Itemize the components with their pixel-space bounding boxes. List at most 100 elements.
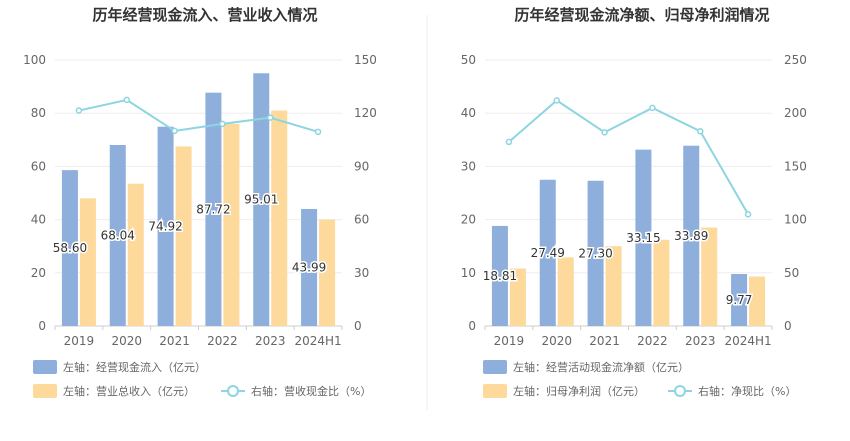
bar <box>731 274 748 326</box>
x-tick-label: 2024H1 <box>294 334 341 348</box>
data-label: 43.99 <box>292 260 326 274</box>
y-right-tick-label: 60 <box>354 213 369 227</box>
legend-swatch <box>483 384 507 398</box>
bar <box>271 110 288 326</box>
y-left-tick-label: 80 <box>31 106 46 120</box>
bar <box>605 246 622 326</box>
bar <box>749 276 766 326</box>
data-label: 9.77 <box>726 293 753 307</box>
x-tick-label: 2023 <box>685 334 716 348</box>
y-left-tick-label: 50 <box>461 53 476 67</box>
bar <box>79 198 96 326</box>
bar <box>491 225 508 326</box>
bar <box>157 126 174 326</box>
y-left-tick-label: 30 <box>461 159 476 173</box>
y-right-tick-label: 90 <box>354 159 369 173</box>
y-left-tick-label: 20 <box>461 213 476 227</box>
line-point <box>314 128 322 136</box>
line-point <box>219 120 226 128</box>
bar <box>701 227 718 326</box>
x-tick-label: 2023 <box>255 334 286 348</box>
line-point <box>123 96 130 104</box>
bar <box>301 208 318 326</box>
y-left-tick-label: 100 <box>23 53 46 67</box>
x-tick-label: 2024H1 <box>724 334 771 348</box>
legend-label: 左轴：营业总收入（亿元） <box>63 384 195 398</box>
y-right-tick-label: 50 <box>784 266 799 280</box>
x-tick-label: 2022 <box>637 334 668 348</box>
y-left-tick-label: 0 <box>468 319 476 333</box>
x-tick-label: 2020 <box>111 334 142 348</box>
x-tick-label: 2022 <box>207 334 238 348</box>
bar <box>683 145 700 326</box>
line-point <box>171 127 178 135</box>
line-point <box>744 211 752 218</box>
legend-line-marker <box>674 385 686 397</box>
bar <box>635 149 652 326</box>
y-right-tick-label: 30 <box>354 266 369 280</box>
y-right-tick-label: 250 <box>784 53 807 67</box>
data-label: 74.92 <box>148 219 182 233</box>
y-right-tick-label: 0 <box>354 319 362 333</box>
bar <box>127 183 144 326</box>
bar <box>539 179 556 326</box>
legend-swatch <box>33 384 57 398</box>
data-label: 27.49 <box>531 246 565 260</box>
legend-swatch <box>483 360 507 374</box>
bar <box>205 92 222 327</box>
y-left-tick-label: 40 <box>461 106 476 120</box>
legend-label: 右轴：营收现金比（%） <box>251 384 371 398</box>
line-point <box>697 128 704 135</box>
bar <box>587 180 604 326</box>
x-tick-label: 2021 <box>589 334 620 348</box>
y-right-tick-label: 150 <box>784 159 807 173</box>
y-right-tick-label: 120 <box>354 106 377 120</box>
legend-line-marker <box>227 385 239 397</box>
y-right-tick-label: 150 <box>354 53 377 67</box>
line-point <box>505 138 513 146</box>
bar <box>175 146 192 326</box>
y-left-tick-label: 40 <box>31 213 46 227</box>
data-label: 68.04 <box>101 229 135 243</box>
bar <box>109 145 126 326</box>
y-right-tick-label: 100 <box>784 213 807 227</box>
y-left-tick-label: 20 <box>31 266 46 280</box>
chart-title: 历年经营现金流净额、归母净利润情况 <box>514 6 769 24</box>
x-tick-label: 2019 <box>64 334 95 348</box>
x-tick-label: 2020 <box>541 334 572 348</box>
legend-swatch <box>33 360 57 374</box>
data-label: 95.01 <box>244 193 278 207</box>
legend-label: 左轴：经营现金流入（亿元） <box>63 360 206 374</box>
bar <box>509 268 526 326</box>
y-right-tick-label: 200 <box>784 106 807 120</box>
bar <box>223 123 240 326</box>
bar <box>653 239 670 326</box>
bar <box>319 219 336 326</box>
y-left-tick-label: 60 <box>31 159 46 173</box>
data-label: 18.81 <box>483 269 517 283</box>
bar <box>61 170 78 326</box>
y-left-tick-label: 10 <box>461 266 476 280</box>
legend-label: 左轴：归母净利润（亿元） <box>513 384 645 398</box>
bar <box>253 73 270 326</box>
line-point <box>553 97 560 104</box>
line-point <box>267 114 274 121</box>
chart-title: 历年经营现金流入、营业收入情况 <box>92 6 317 24</box>
legend-label: 右轴：净现比（%） <box>698 384 796 398</box>
y-right-tick-label: 0 <box>784 319 792 333</box>
bar <box>557 257 574 326</box>
y-left-tick-label: 0 <box>38 319 46 333</box>
line-point <box>75 107 83 114</box>
data-label: 58.60 <box>53 241 87 255</box>
data-label: 33.89 <box>674 229 708 243</box>
line-point <box>649 104 656 112</box>
legend-label: 左轴：经营活动现金流净额（亿元） <box>513 360 689 374</box>
data-label: 33.15 <box>626 231 660 245</box>
data-label: 27.30 <box>578 246 612 260</box>
x-tick-label: 2019 <box>494 334 525 348</box>
x-tick-label: 2021 <box>159 334 190 348</box>
line-point <box>601 129 608 136</box>
series-line <box>78 98 319 133</box>
